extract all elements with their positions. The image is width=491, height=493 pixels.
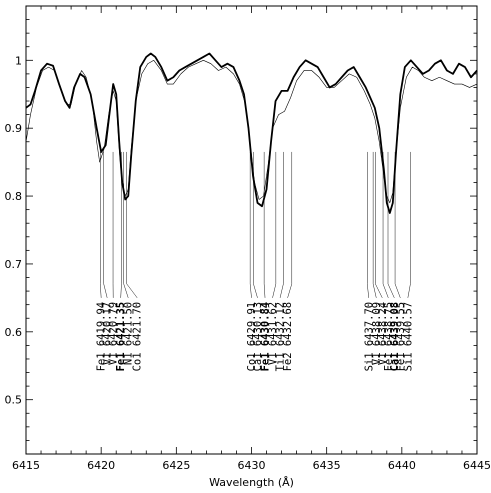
plot-frame [25, 5, 478, 455]
line-marker-connector [103, 283, 108, 298]
x-tick-label: 6420 [87, 459, 115, 472]
y-tick-label: 0.9 [5, 122, 23, 135]
x-axis-title: Wavelength (Å) [209, 476, 294, 489]
model-spectrum-line [25, 60, 478, 204]
spectral-line-label: V1 6431.62 [267, 302, 279, 365]
x-tick-label: 6445 [463, 459, 491, 472]
spectral-line-label: Fe1 6419.94 [96, 302, 108, 372]
spectral-line-label: Ti1 6432.12 [275, 302, 287, 372]
spectral-line-label: N1 6421.50 [123, 302, 135, 365]
line-marker-connector [120, 283, 122, 298]
spectral-line-label: Fe2 6432.68 [282, 302, 294, 372]
observed-spectrum-line [25, 52, 478, 214]
line-marker-connector [387, 283, 395, 298]
line-marker-connector [272, 283, 277, 298]
series-layer [25, 52, 478, 214]
spectral-line-label: Si1 6437.70 [363, 302, 375, 372]
line-marker-connector [394, 283, 401, 298]
x-tick-label: 6430 [238, 459, 266, 472]
spectral-line-label: Ca1 6439.08 [389, 302, 401, 372]
y-tick-label: 0.6 [5, 326, 23, 339]
line-marker-connector [253, 283, 258, 298]
line-marker-connector [249, 283, 252, 298]
spectral-line-label: V1 6438.09 [371, 302, 383, 365]
spectral-line-label: V1 6420.17 [102, 302, 114, 365]
spectral-line-label: Co1 6429.91 [246, 302, 258, 372]
spectral-line-label: Co1 6421.70 [132, 302, 144, 372]
x-tick-label: 6435 [313, 459, 341, 472]
x-tick-label: 6425 [162, 459, 190, 472]
spectral-line-label: Fe1 6430.84 [260, 302, 272, 372]
y-tick-label: 0.8 [5, 190, 23, 203]
line-marker-connector [263, 283, 266, 298]
line-marker-connector [279, 283, 284, 298]
spectral-line-label: Fe1 6438.75 [383, 302, 395, 372]
line-marker-connector [375, 283, 383, 298]
x-tick-label: 6415 [12, 459, 40, 472]
y-tick-label: 0.7 [5, 258, 23, 271]
spectral-line-label: Si1 6440.57 [402, 302, 414, 372]
line-markers [100, 151, 411, 299]
line-marker-connector [287, 283, 293, 298]
spectral-line-label: V1 6438.24 [377, 302, 389, 365]
line-marker-connector [407, 283, 411, 298]
spectral-line-label: V1 6420.79 [108, 302, 120, 365]
axes: 6415 6420 6425 6430 6435 6440 6445 0.5 0.6 0.7 0.8… [5, 5, 491, 472]
line-marker-connector [372, 283, 377, 298]
y-tick-label: 0.5 [5, 394, 23, 407]
line-marker-connector [367, 283, 369, 298]
line-marker-connector [100, 283, 102, 298]
spectral-line-label: Ca1 6430.13 [252, 302, 264, 372]
spectral-line-label: Fe1 6421.35 [115, 302, 127, 372]
spectral-line-label: Fe1 6439.55 [395, 302, 407, 372]
line-marker-connector [126, 283, 138, 299]
line-marker-connector [123, 283, 129, 298]
x-tick-label: 6440 [388, 459, 416, 472]
line-marker-connector [382, 283, 389, 298]
y-tick-label: 1 [15, 54, 22, 67]
